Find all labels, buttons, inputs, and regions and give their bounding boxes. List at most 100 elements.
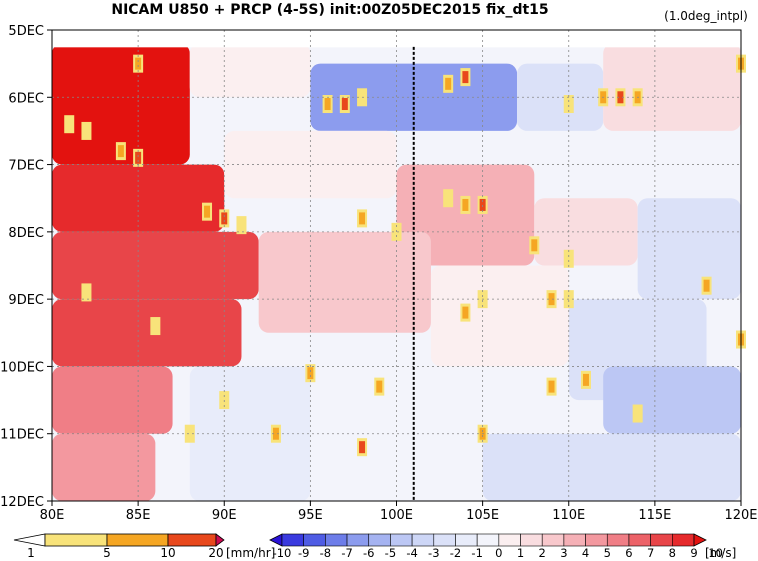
no-data-band — [52, 30, 741, 48]
u850-colorbar-label: -5 — [385, 546, 396, 560]
field-region — [482, 433, 741, 501]
prcp-colorbar: 1 5 10 20 — [13, 533, 225, 560]
u850-colorbar-label: -6 — [363, 546, 374, 560]
chart-subtitle: (1.0deg_intpl) — [664, 9, 748, 23]
prcp-colorbar-seg — [167, 533, 217, 547]
prcp-core — [359, 441, 366, 454]
u850-colorbar-seg — [541, 533, 565, 547]
u850-unit-label: [m/s] — [705, 546, 736, 560]
prcp-colorbar-seg — [106, 533, 169, 547]
u850-colorbar-label: -3 — [428, 546, 439, 560]
y-axis-ticks: 5DEC 6DEC 7DEC 8DEC 9DEC 10DEC 11DEC 12DEC — [0, 24, 52, 510]
x-axis-ticks: 80E 85E 90E 95E 100E 105E 110E 115E 120E — [40, 501, 758, 523]
prcp-core — [341, 98, 348, 111]
prcp-cell — [443, 189, 454, 208]
prcp-colorbar-seg — [215, 533, 225, 547]
u850-colorbar-seg — [281, 533, 304, 547]
u850-colorbar-label: -4 — [406, 546, 417, 560]
prcp-core — [462, 198, 469, 211]
x-tick-label: 100E — [380, 508, 413, 523]
y-tick-label: 10DEC — [0, 360, 44, 375]
prcp-core — [462, 306, 469, 319]
prcp-core — [445, 77, 452, 90]
u850-colorbar-seg — [628, 533, 651, 547]
u850-colorbar-label: 2 — [539, 546, 546, 560]
u850-colorbar-label: -9 — [298, 546, 309, 560]
prcp-core — [135, 57, 142, 70]
prcp-core — [548, 380, 555, 393]
y-tick-label: 6DEC — [8, 91, 44, 106]
y-tick-label: 7DEC — [8, 159, 44, 174]
prcp-core — [307, 367, 314, 380]
prcp-cell — [632, 404, 643, 423]
field-region — [258, 231, 431, 333]
prcp-core — [479, 198, 486, 211]
u850-colorbar-label: 3 — [560, 546, 567, 560]
prcp-core — [359, 212, 366, 225]
prcp-core — [531, 239, 538, 252]
field-region — [534, 198, 638, 266]
prcp-core — [272, 427, 279, 440]
prcp-colorbar-label: 5 — [103, 546, 111, 560]
field-region — [224, 130, 397, 199]
u850-colorbar-seg — [411, 533, 435, 547]
prcp-colorbar-label: 20 — [208, 546, 223, 560]
u850-colorbar-label: 10 — [708, 546, 723, 560]
x-tick-label: 85E — [126, 508, 151, 523]
x-tick-label: 120E — [724, 508, 757, 523]
chart-title: NICAM U850 + PRCP (4-5S) init:00Z05DEC20… — [111, 2, 548, 18]
prcp-core — [324, 98, 331, 111]
u850-colorbar-label: 1 — [517, 546, 524, 560]
y-tick-label: 11DEC — [0, 428, 44, 443]
field-region — [52, 366, 173, 434]
x-tick-label: 105E — [466, 508, 499, 523]
u850-colorbar-seg — [498, 533, 521, 547]
prcp-colorbar-label: 1 — [27, 546, 35, 560]
prcp-cell — [236, 216, 247, 235]
u850-colorbar-seg — [346, 533, 370, 547]
field-region — [52, 433, 156, 501]
field-region — [430, 265, 569, 367]
u850-colorbar-label: 0 — [495, 546, 502, 560]
prcp-cell — [563, 249, 574, 268]
field-region — [603, 366, 741, 434]
u850-colorbar-seg — [672, 533, 695, 547]
prcp-cell — [184, 424, 195, 443]
prcp-colorbar-seg — [44, 533, 108, 547]
u850-colorbar-label: 9 — [690, 546, 697, 560]
u850-colorbar-seg — [650, 533, 673, 547]
prcp-cell — [81, 283, 92, 302]
u850-colorbar-seg — [693, 533, 707, 547]
field-region — [396, 164, 535, 266]
field-region — [517, 63, 604, 131]
prcp-cell — [563, 95, 574, 114]
u850-colorbar-seg — [476, 533, 500, 547]
y-tick-label: 9DEC — [8, 293, 44, 308]
field-region — [603, 43, 741, 131]
u850-colorbar-seg — [455, 533, 478, 547]
prcp-core — [376, 380, 383, 393]
u850-colorbar-label: -1 — [471, 546, 482, 560]
u850-colorbar-seg — [325, 533, 348, 547]
field-region — [52, 299, 242, 367]
u850-colorbar-label: -8 — [320, 546, 331, 560]
prcp-cell — [150, 317, 161, 336]
prcp-core — [135, 151, 142, 164]
u850-colorbar-label: 6 — [625, 546, 632, 560]
u850-colorbar-seg — [303, 533, 326, 547]
y-tick-label: 8DEC — [8, 226, 44, 241]
x-tick-label: 115E — [638, 508, 671, 523]
u850-colorbar-label: 7 — [647, 546, 654, 560]
prcp-core — [617, 91, 624, 104]
x-tick-label: 90E — [212, 508, 237, 523]
x-tick-label: 95E — [298, 508, 323, 523]
prcp-colorbar-label: 10 — [160, 546, 175, 560]
field-region — [637, 198, 741, 300]
u850-colorbar-label: 4 — [582, 546, 589, 560]
prcp-cell — [81, 121, 92, 140]
u850-colorbar-label: -10 — [273, 546, 292, 560]
grid-lines — [52, 30, 741, 501]
u850-colorbar-seg — [368, 533, 391, 547]
u850-colorbar-seg — [585, 533, 608, 547]
